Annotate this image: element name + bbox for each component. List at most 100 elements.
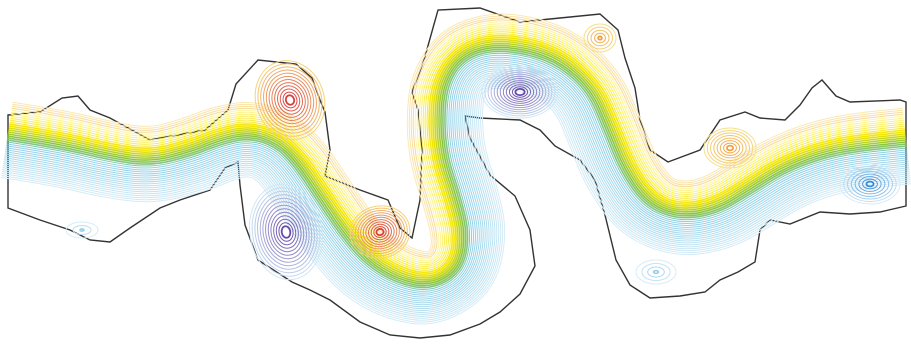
warm-eddy-contour — [368, 221, 392, 243]
warm-eddy-contour — [284, 94, 296, 106]
cool-eddy-contour — [652, 269, 660, 275]
warm-eddy-contour — [274, 82, 306, 118]
warm-eddy-contour — [352, 207, 408, 257]
band-contour-line — [6, 54, 908, 292]
cool-eddy-contour — [647, 266, 665, 278]
cool-eddy-contour — [265, 204, 307, 260]
cool-eddy-contour — [273, 215, 299, 249]
cool-eddy-contour — [502, 80, 538, 104]
band-contour-line — [11, 21, 904, 260]
cool-eddy-contour — [843, 166, 897, 202]
band-contour-line — [10, 23, 904, 262]
cool-eddy-contour — [270, 211, 302, 253]
band-contour-line — [8, 38, 906, 277]
band-contour-line — [3, 68, 909, 306]
band-contour-line — [8, 36, 906, 275]
cool-eddy-contour — [854, 173, 886, 195]
cool-eddies — [65, 65, 901, 285]
band-contour-line — [2, 80, 911, 317]
cool-eddy-contour — [505, 82, 535, 102]
cool-eddy-contour — [259, 197, 313, 267]
band-contour-line — [3, 74, 910, 312]
band-contour-line — [9, 34, 906, 274]
band-contour-line — [2, 76, 910, 313]
warm-eddy-contour — [726, 144, 735, 152]
band-contour-line — [3, 72, 910, 310]
cool-eddy-contour — [72, 225, 92, 235]
meandering-band — [0, 13, 911, 325]
cool-eddy-contour — [499, 78, 541, 106]
warm-eddy-contour — [713, 135, 747, 161]
band-contour-line — [6, 52, 908, 290]
warm-eddy-contour — [357, 212, 403, 252]
band-contour-line — [10, 25, 905, 264]
band-contour-line — [10, 29, 905, 268]
warm-eddy-contour — [597, 35, 603, 41]
warm-eddy-contour — [277, 85, 303, 115]
cool-eddy-contour — [267, 208, 305, 256]
cool-eddy-contour — [280, 225, 292, 239]
band-contour-line — [5, 60, 908, 298]
band-contour-line — [7, 42, 907, 281]
warm-eddy-contour — [260, 66, 320, 134]
warm-eddy-contour — [583, 23, 617, 53]
band-contour-line — [1, 84, 911, 321]
warm-eddy-contour — [279, 88, 301, 112]
cool-eddy-contour — [847, 168, 893, 200]
cool-eddy-contour — [257, 194, 315, 270]
cool-eddy-contour — [514, 88, 526, 97]
warm-eddy-contour — [370, 223, 390, 241]
cool-eddy-contour — [262, 201, 310, 263]
warm-eddy-contour — [716, 137, 744, 159]
band-contour-line — [10, 27, 905, 266]
cool-eddy-contour — [508, 84, 532, 100]
warm-eddies — [254, 23, 757, 259]
cool-eddy-contour — [496, 75, 544, 109]
band-contour-line — [4, 64, 909, 302]
warm-eddy-contour — [594, 32, 606, 44]
cool-eddy-contour — [65, 221, 99, 239]
warm-eddy-contour — [723, 142, 737, 154]
band-contour-line — [11, 19, 904, 258]
band-contour-line — [9, 31, 905, 269]
band-contour-line — [1, 82, 911, 319]
cool-eddy-contour — [249, 183, 323, 281]
cool-eddy-contour — [275, 218, 297, 246]
cool-eddy-contour — [487, 69, 553, 115]
cool-eddy-contour — [493, 73, 547, 111]
warm-eddy-contour — [703, 127, 757, 169]
band-contour-line — [3, 70, 910, 308]
band-contour-line — [11, 17, 904, 256]
band-contour-line — [5, 56, 908, 294]
warm-eddy-contour — [373, 226, 387, 238]
band-contour-line — [5, 58, 908, 296]
warm-eddy-contour — [263, 69, 317, 131]
cool-eddy-contour — [481, 65, 559, 119]
warm-eddy-contour — [719, 140, 741, 156]
cool-eddy-contour — [635, 259, 677, 285]
cool-eddy-contour — [858, 176, 882, 192]
cool-eddy-contour — [254, 190, 318, 274]
cool-eddy-contour — [865, 180, 875, 188]
band-contour-line — [0, 87, 911, 325]
warm-eddy-contour — [257, 63, 323, 137]
band-contour-line — [1, 85, 911, 323]
cool-eddy-contour — [484, 67, 556, 117]
warm-eddy-contour — [254, 60, 326, 140]
band-contour-line — [7, 44, 907, 283]
cool-eddy-contour — [79, 228, 85, 232]
band-contour-line — [12, 15, 904, 255]
warm-eddy-contour — [265, 72, 315, 128]
band-contour-line — [7, 46, 907, 285]
band-contour-line — [4, 66, 909, 304]
warm-eddy-contour — [360, 214, 400, 250]
cool-eddy-contour — [850, 171, 890, 197]
warm-eddy-contour — [354, 209, 406, 255]
band-contour-line — [9, 33, 905, 271]
cool-eddy-contour — [278, 222, 294, 242]
cool-eddy-contour — [839, 163, 901, 205]
band-contour-line — [6, 48, 907, 287]
band-contour-line — [4, 62, 909, 300]
warm-eddy-contour — [587, 26, 613, 50]
